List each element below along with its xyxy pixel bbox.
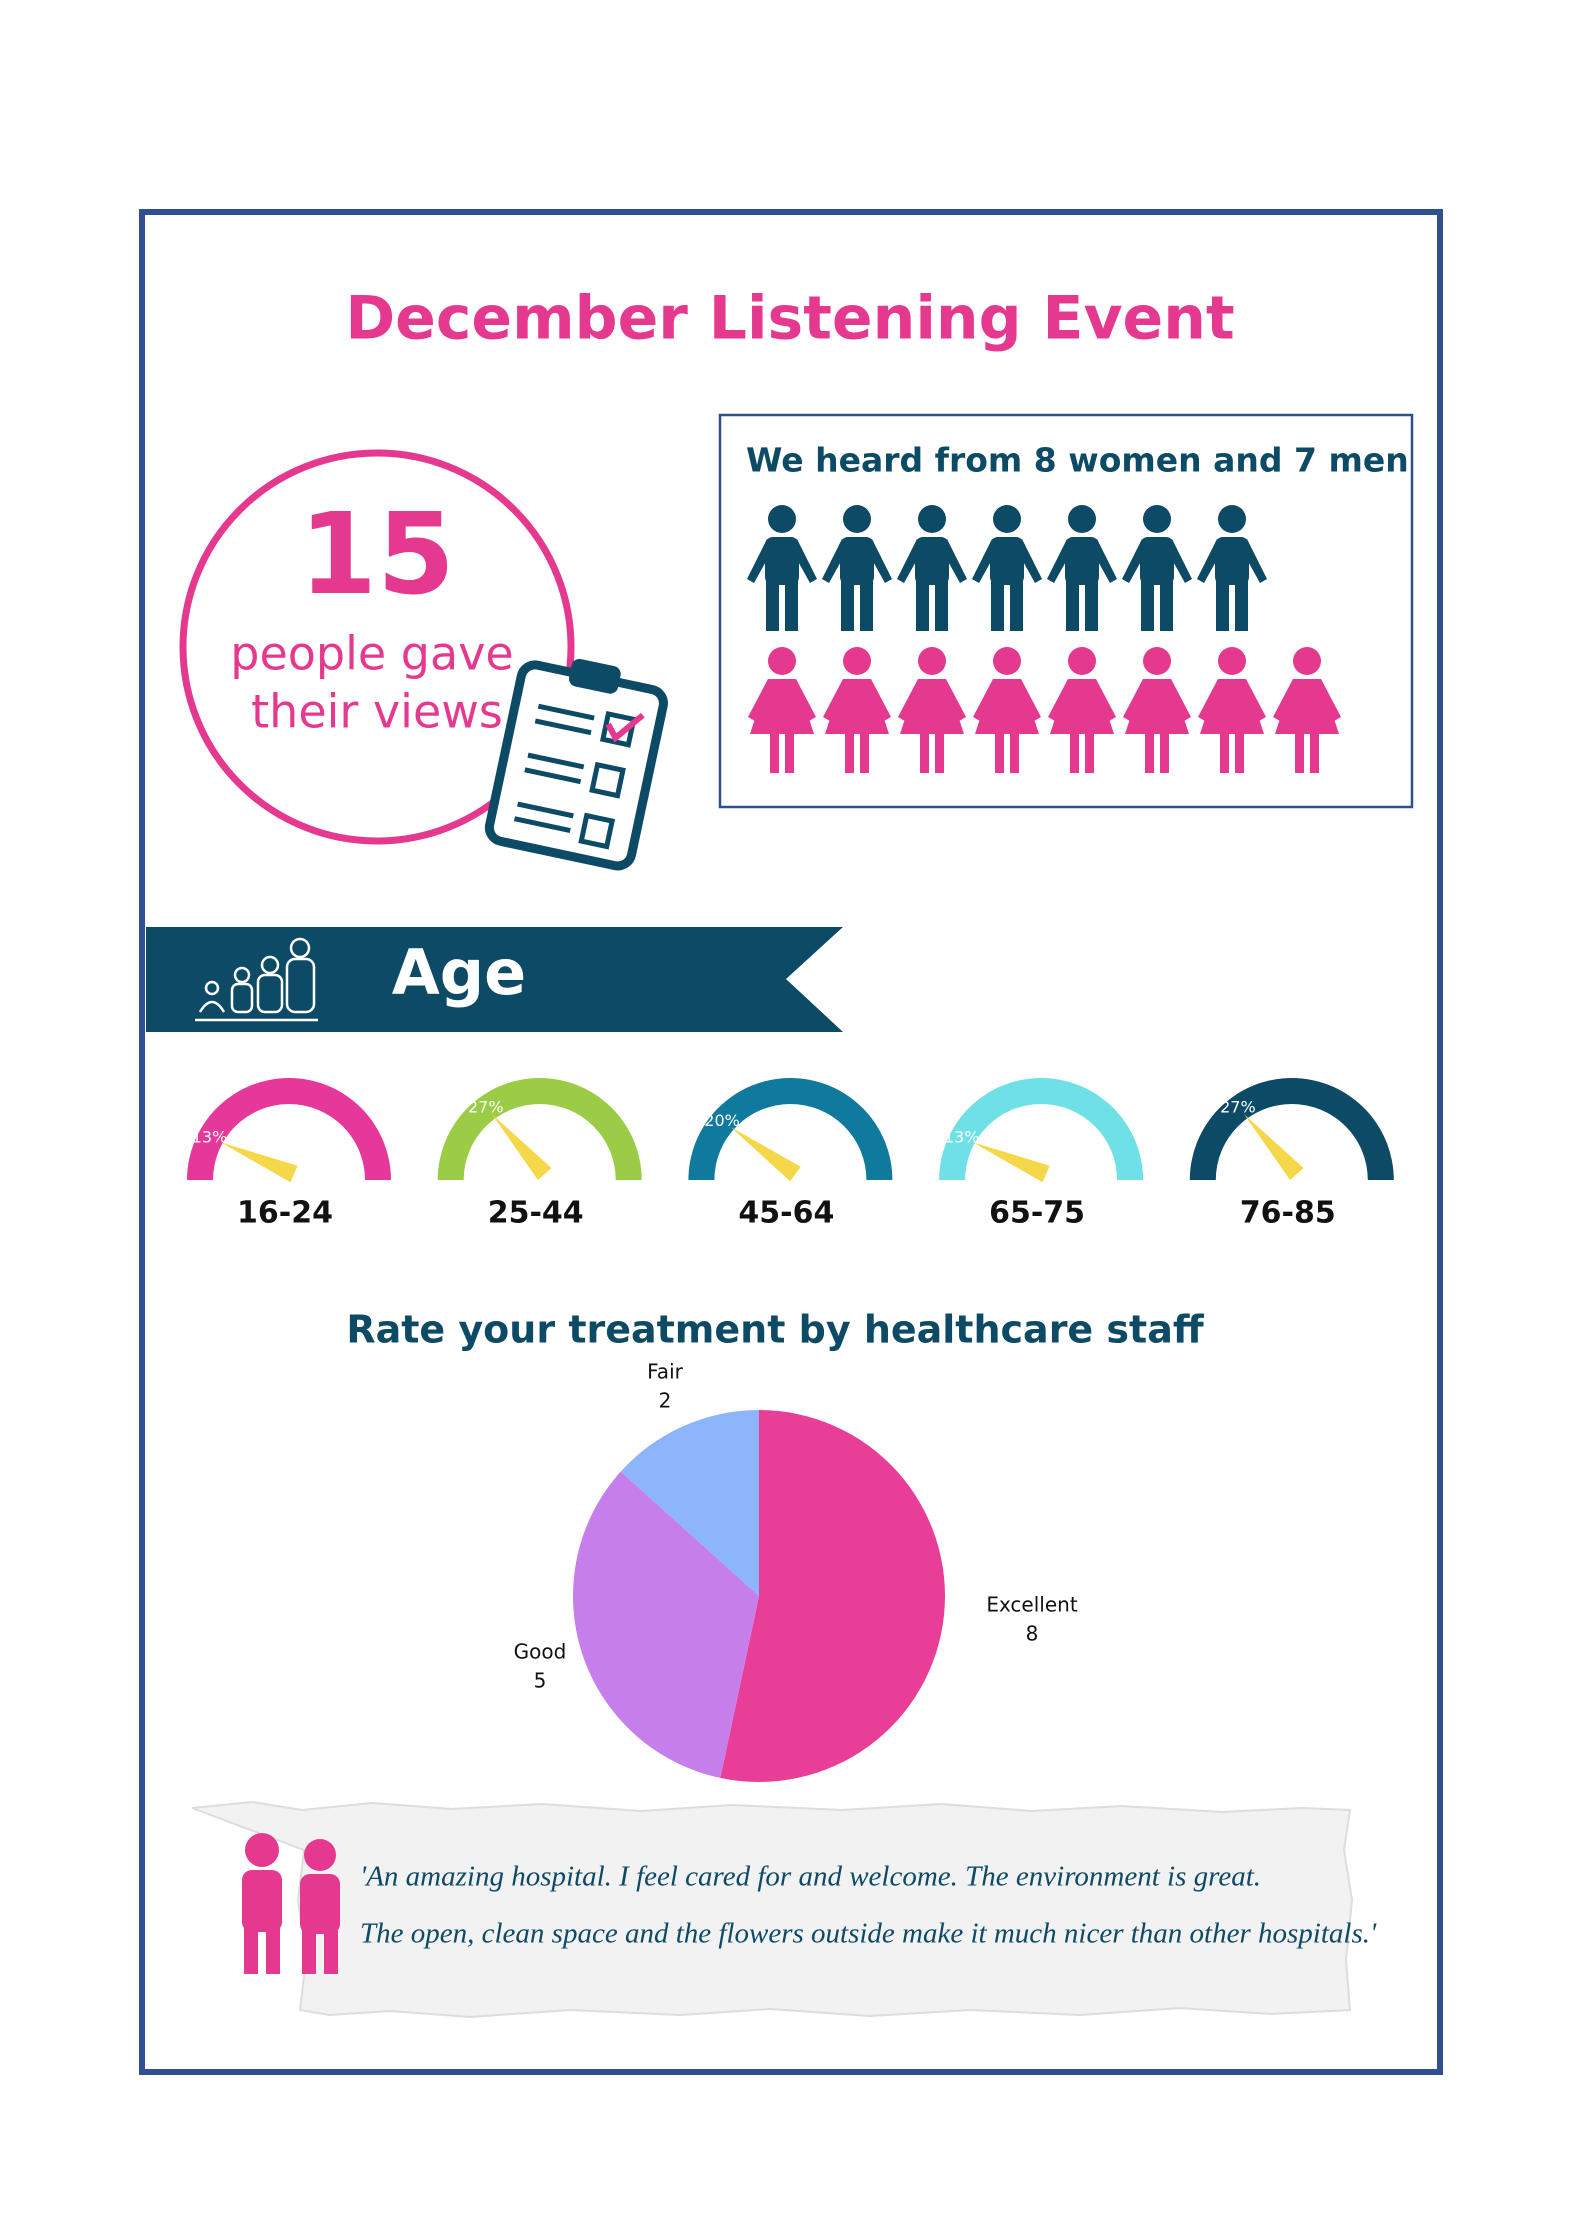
pie-label-name: Excellent (986, 1593, 1078, 1617)
age-label: 25-44 (488, 1196, 584, 1231)
title: December Listening Event (345, 284, 1234, 354)
man-icon (822, 505, 892, 631)
woman-icon (973, 647, 1041, 773)
age-heading: Age (392, 936, 526, 1009)
woman-icon (823, 647, 891, 773)
woman-icon (748, 647, 816, 773)
gauge-value-label: 13% (192, 1127, 228, 1146)
age-label: 65-75 (989, 1196, 1085, 1231)
quote-line: The open, clean space and the flowers ou… (360, 1918, 1377, 1950)
man-icon (1047, 505, 1117, 631)
pie-label-value: 5 (534, 1669, 547, 1693)
gauge-value-label: 13% (944, 1127, 980, 1146)
quote-paper (191, 1800, 1354, 2019)
age-label: 76-85 (1240, 1196, 1336, 1231)
age-banner (146, 927, 843, 1032)
gauge-value-label: 20% (704, 1111, 740, 1130)
gauge-arc (688, 1078, 893, 1180)
headcount-number: 15 (299, 490, 455, 620)
woman-icon (1048, 647, 1116, 773)
pie-slice (573, 1471, 759, 1778)
gauge-arc (437, 1078, 642, 1180)
pie-label-value: 2 (659, 1389, 672, 1413)
gender-heading: We heard from 8 women and 7 men (746, 441, 1409, 480)
clipboard-icon (484, 658, 668, 871)
gauge-arc (939, 1078, 1144, 1180)
woman-icon (1198, 647, 1266, 773)
family-icon (195, 937, 318, 1022)
age-label: 16-24 (237, 1196, 333, 1231)
rating-title: Rate your treatment by healthcare staff (346, 1308, 1205, 1352)
headcount-caption: their views (251, 685, 503, 739)
woman-icon (898, 647, 966, 773)
man-icon (897, 505, 967, 631)
pie-label-name: Good (514, 1640, 567, 1664)
woman-icon (1273, 647, 1341, 773)
headcount-caption: people gave (230, 627, 513, 681)
quote-line: 'An amazing hospital. I feel cared for a… (360, 1861, 1261, 1893)
gauge-needle (220, 1142, 298, 1183)
gauge-needle (730, 1127, 801, 1182)
staff-icon (242, 1833, 340, 1974)
gauge-value-label: 27% (1220, 1097, 1256, 1116)
pie-label-name: Fair (647, 1360, 683, 1384)
page-frame (139, 209, 1443, 2075)
man-icon (972, 505, 1042, 631)
gauge-arc (187, 1078, 391, 1180)
pie-label-value: 8 (1026, 1622, 1039, 1646)
woman-icon (1123, 647, 1191, 773)
pie-slice (620, 1410, 759, 1596)
gauge-needle (491, 1114, 552, 1180)
gauge-arc (1189, 1078, 1394, 1180)
age-label: 45-64 (738, 1196, 834, 1231)
gauge-value-label: 27% (468, 1097, 504, 1116)
man-icon (1122, 505, 1192, 631)
man-icon (747, 505, 817, 631)
headcount-ring (179, 449, 575, 845)
gauge-needle (1244, 1114, 1304, 1180)
gauge-needle (972, 1142, 1050, 1183)
man-icon (1197, 505, 1267, 631)
pie-slice (720, 1410, 945, 1782)
